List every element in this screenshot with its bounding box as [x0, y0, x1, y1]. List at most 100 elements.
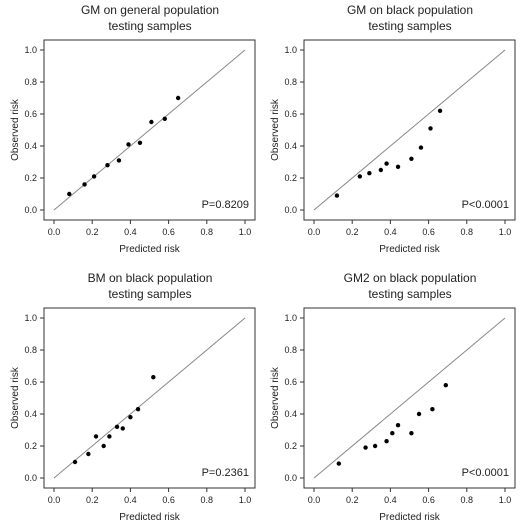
x-tick-label: 0.6: [162, 227, 175, 237]
chart-title: GM2 on black population testing samples: [300, 270, 520, 302]
y-axis-label: Observed risk: [10, 366, 21, 429]
data-point: [101, 443, 106, 449]
chart-title-text: BM on black population testing samples: [87, 271, 213, 301]
x-axis-label: Predicted risk: [379, 244, 441, 255]
p-value-label: P=0.2361: [202, 467, 249, 479]
data-point: [120, 426, 125, 431]
y-tick-label: 0.0: [24, 205, 37, 215]
y-tick-label: 0.4: [24, 141, 37, 151]
y-tick-label: 0.2: [24, 441, 37, 451]
data-point: [409, 431, 414, 436]
x-axis-label: Predicted risk: [119, 512, 181, 523]
scatter-plot: 0.0 0.0 0.2 0.2 0.4 0.4 0.6 0.6 0.8 0.8 1.0 1.0 Pred…: [270, 39, 516, 255]
data-point: [116, 158, 122, 163]
x-tick-label: 0.2: [346, 495, 359, 505]
chart-panel-2: GM on black population testing samples 0…: [260, 0, 520, 262]
scatter-plot: 0.0 0.0 0.2 0.2 0.4 0.4 0.6 0.6 0.8 0.8 1.0 1.0 Pred…: [270, 307, 516, 523]
p-value-label: P<0.0001: [462, 467, 509, 479]
data-point: [418, 145, 424, 150]
data-point: [428, 126, 433, 131]
x-tick-label: 0.0: [48, 495, 61, 505]
chart-panel-3: BM on black population testing samples 0…: [0, 262, 260, 525]
data-point: [137, 140, 143, 145]
x-tick-label: 0.8: [201, 227, 214, 237]
y-tick-label: 0.6: [284, 377, 297, 387]
x-tick-label: 0.8: [461, 227, 474, 237]
x-tick-label: 0.0: [308, 227, 321, 237]
data-point: [149, 119, 154, 125]
data-point: [443, 383, 448, 388]
data-point: [86, 451, 91, 457]
y-axis-label: Observed risk: [270, 98, 281, 161]
y-axis-label: Observed risk: [270, 366, 281, 429]
x-axis-label: Predicted risk: [119, 244, 181, 255]
p-value-label: P=0.8209: [202, 199, 249, 211]
chart-panel-4: GM2 on black population testing samples …: [260, 262, 520, 525]
plot-frame: [43, 39, 256, 221]
data-point: [390, 431, 395, 436]
p-value-label: P<0.0001: [462, 199, 509, 211]
data-point: [384, 439, 389, 444]
x-tick-label: 0.6: [422, 227, 435, 237]
y-tick-label: 0.4: [284, 409, 297, 419]
x-tick-label: 0.8: [201, 495, 214, 505]
data-point: [93, 434, 99, 439]
y-tick-label: 0.8: [24, 77, 37, 87]
data-point: [367, 171, 372, 176]
x-tick-label: 0.2: [86, 495, 99, 505]
data-point: [105, 163, 110, 168]
reference-line: [313, 49, 506, 211]
chart-title: GM on black population testing samples: [300, 2, 520, 34]
chart-title-text: GM2 on black population testing samples: [343, 271, 477, 301]
data-point: [91, 174, 97, 179]
y-tick-label: 0.6: [24, 109, 37, 119]
y-tick-label: 0.4: [284, 141, 297, 151]
scatter-plot: 0.0 0.0 0.2 0.2 0.4 0.4 0.6 0.6 0.8 0.8 1.0 1.0 Pred…: [10, 39, 256, 255]
y-tick-label: 0.0: [284, 473, 297, 483]
data-point: [151, 375, 156, 380]
y-tick-label: 0.6: [284, 109, 297, 119]
chart-title-text: GM on black population testing samples: [346, 3, 474, 33]
data-point: [395, 423, 401, 428]
chart-title-text: GM on general population testing samples: [80, 3, 220, 33]
data-point: [107, 434, 112, 439]
data-point: [372, 443, 378, 449]
x-tick-label: 0.6: [162, 495, 175, 505]
y-tick-label: 0.0: [284, 205, 297, 215]
plot-frame: [303, 39, 516, 221]
data-point: [135, 407, 141, 412]
data-point: [395, 164, 401, 169]
data-point: [128, 415, 133, 420]
y-tick-label: 1.0: [24, 313, 37, 323]
reference-line: [313, 317, 506, 479]
y-tick-label: 0.8: [284, 345, 297, 355]
chart-title: BM on black population testing samples: [40, 270, 260, 302]
reference-line: [53, 49, 246, 211]
x-tick-label: 1.0: [239, 495, 252, 505]
data-point: [363, 445, 368, 450]
y-tick-label: 0.8: [24, 345, 37, 355]
x-tick-label: 0.8: [461, 495, 474, 505]
data-point: [114, 424, 120, 429]
y-tick-label: 0.0: [24, 473, 37, 483]
data-point: [72, 459, 78, 465]
data-point: [357, 174, 363, 179]
data-point: [175, 95, 181, 101]
x-tick-label: 0.2: [346, 227, 359, 237]
data-point: [409, 156, 414, 161]
x-tick-label: 0.2: [86, 227, 99, 237]
data-point: [82, 182, 87, 187]
data-point: [384, 161, 389, 166]
plot-frame: [43, 307, 256, 489]
x-tick-label: 0.6: [422, 495, 435, 505]
x-tick-label: 0.4: [384, 227, 397, 237]
y-tick-label: 0.4: [24, 409, 37, 419]
y-tick-label: 0.2: [24, 173, 37, 183]
x-tick-label: 1.0: [239, 227, 252, 237]
x-tick-label: 0.4: [384, 495, 397, 505]
chart-panel-1: GM on general population testing samples…: [0, 0, 260, 262]
data-point: [334, 193, 340, 198]
y-axis-label: Observed risk: [10, 98, 21, 161]
y-tick-label: 0.8: [284, 77, 297, 87]
data-point: [437, 108, 443, 114]
